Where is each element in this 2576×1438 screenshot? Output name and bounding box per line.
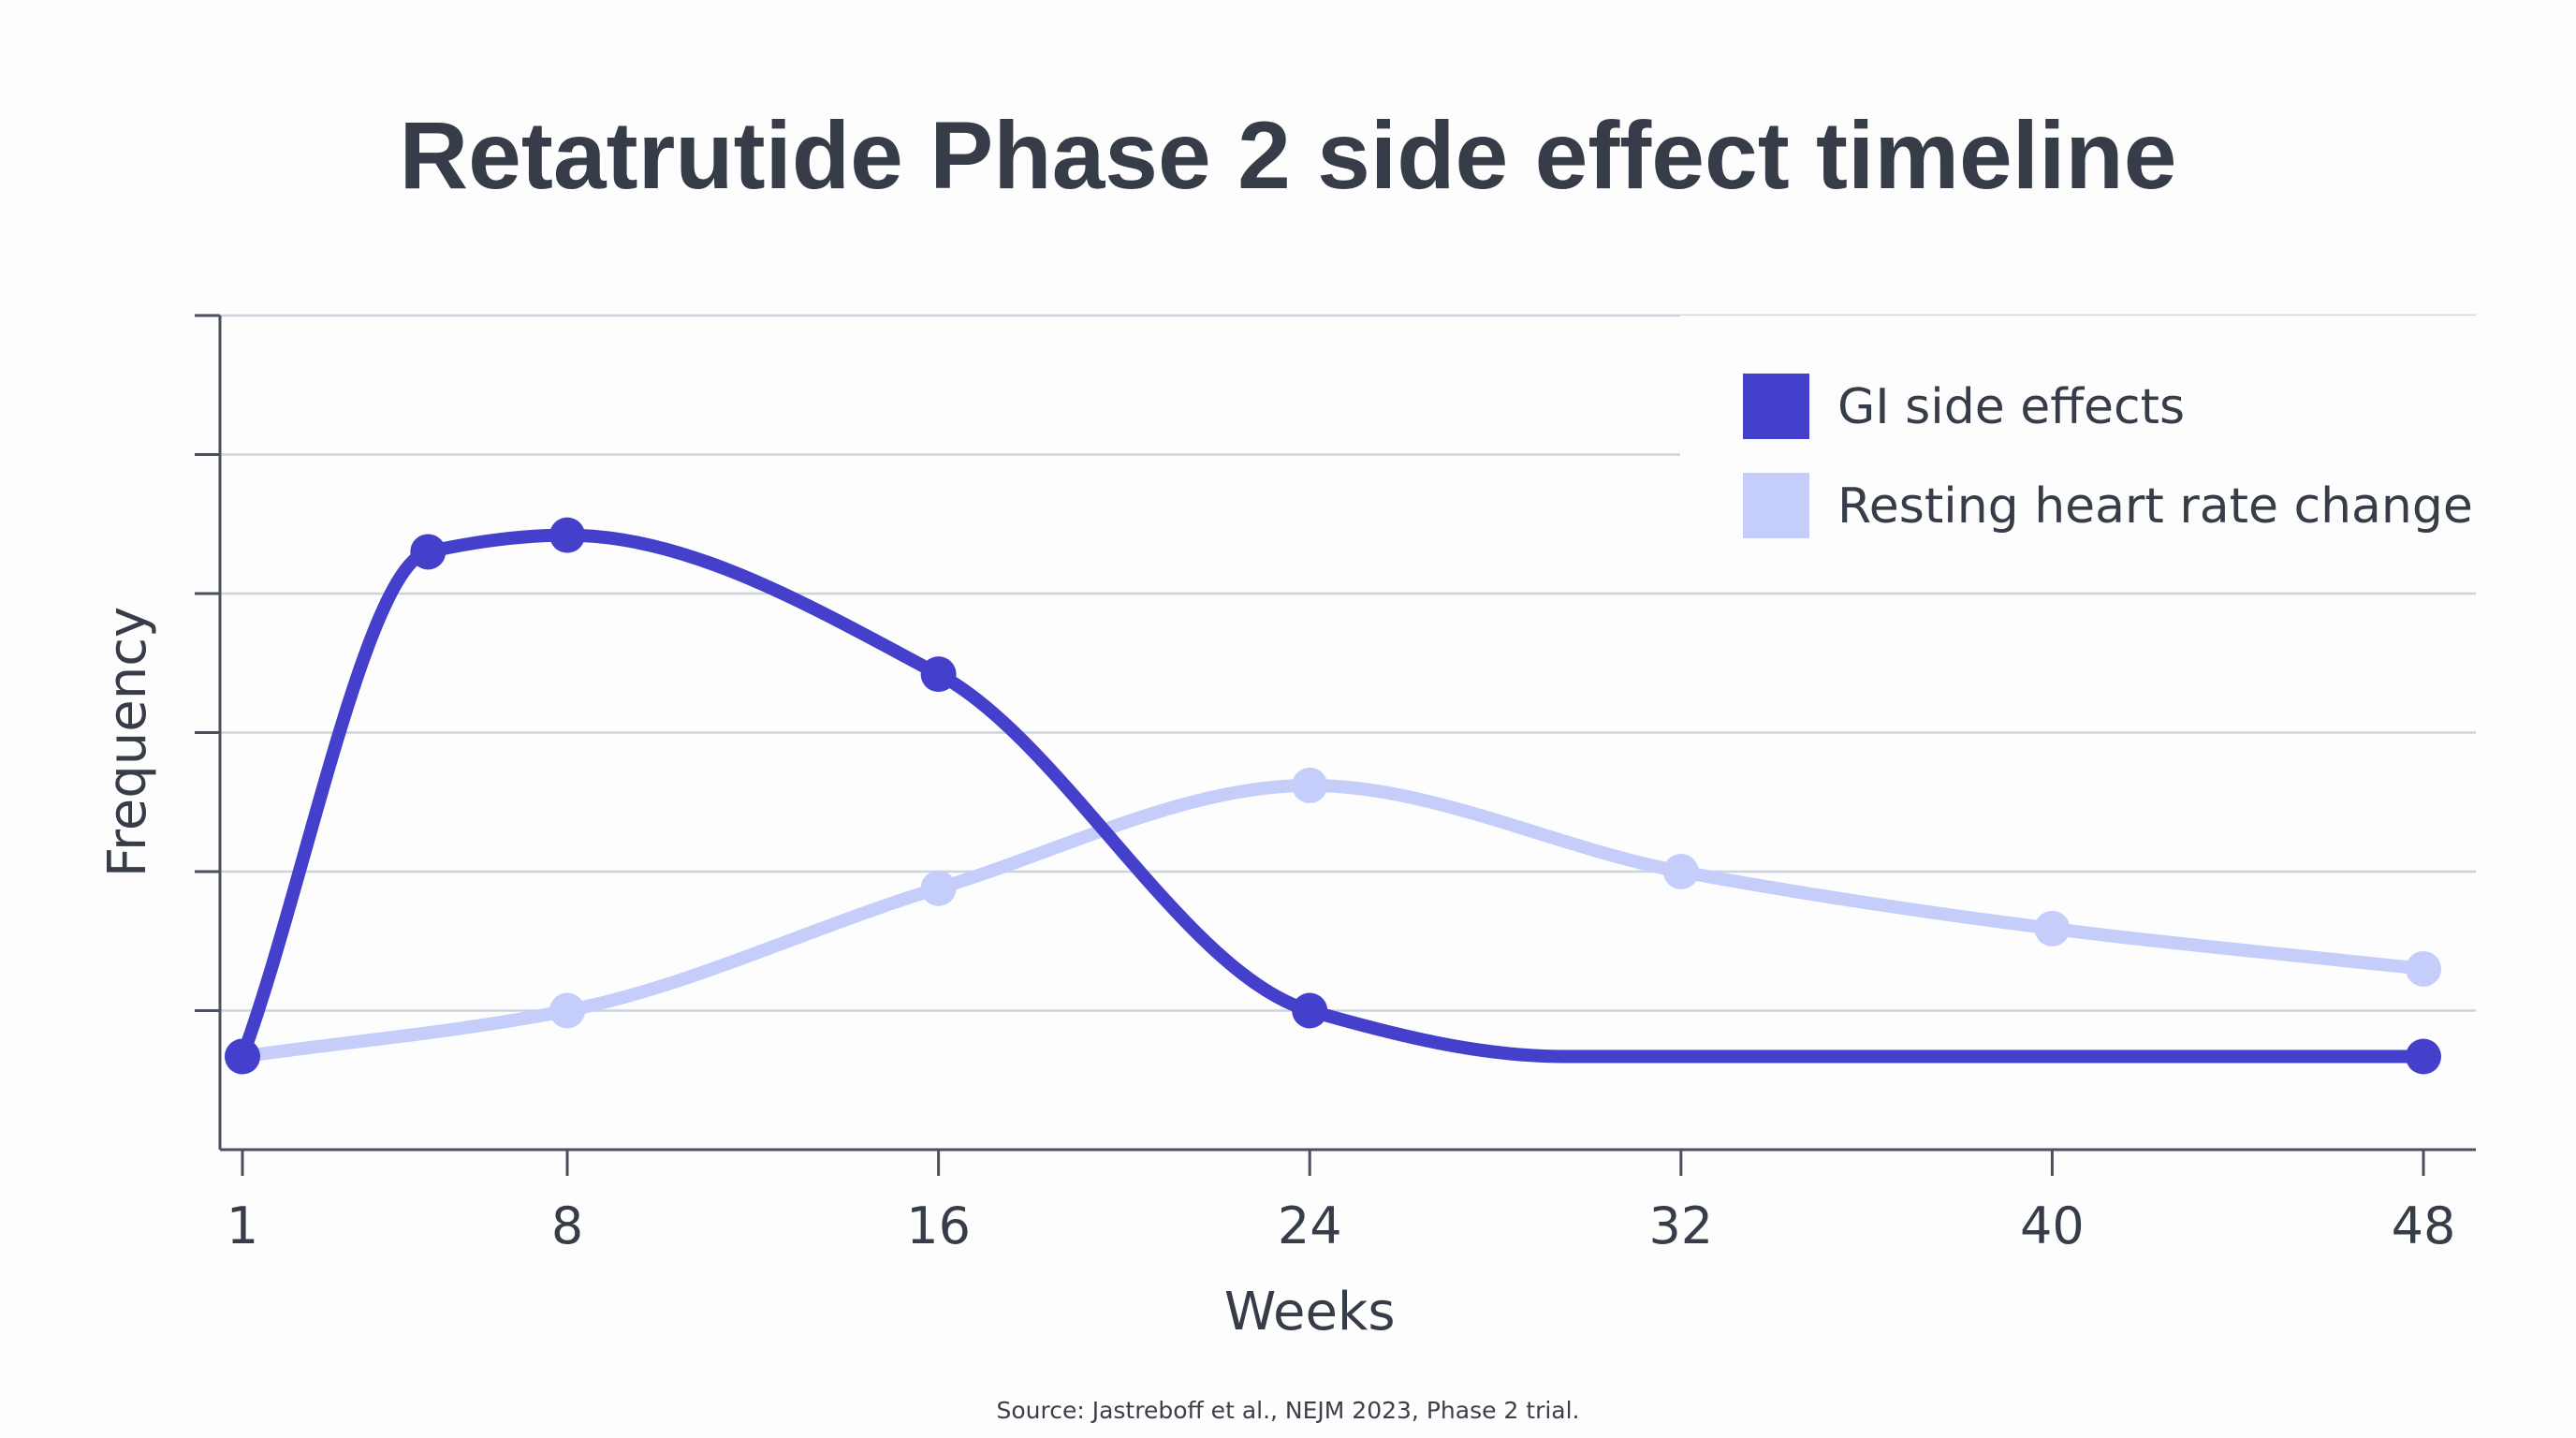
series-gi-side-effects <box>225 517 2441 1075</box>
axis-ticks: 1 8 16 24 32 40 48 <box>195 314 2456 1255</box>
x-tick-label: 40 <box>2020 1196 2085 1255</box>
data-point-resting-heart-rate-change <box>920 870 957 906</box>
y-axis-label: Frequency <box>97 607 158 877</box>
x-axis-label: Weeks <box>1224 1282 1396 1343</box>
x-tick-label: 8 <box>551 1196 583 1255</box>
legend-swatch <box>1743 473 1809 538</box>
x-tick-label: 16 <box>906 1196 971 1255</box>
x-tick-label: 32 <box>1648 1196 1713 1255</box>
data-point-resting-heart-rate-change <box>1662 854 1699 889</box>
legend-background <box>1680 315 2476 550</box>
legend: GI side effects Resting heart rate change <box>1680 315 2476 550</box>
data-point-gi-side-effects <box>410 534 446 570</box>
data-point-gi-side-effects <box>225 1038 260 1075</box>
data-point-gi-side-effects <box>2406 1038 2441 1075</box>
data-point-gi-side-effects <box>549 517 586 553</box>
legend-label: Resting heart rate change <box>1837 478 2473 535</box>
legend-item-gi-side-effects: GI side effects <box>1743 374 2185 439</box>
series-resting-heart-rate-change <box>225 767 2441 1075</box>
legend-item-resting-heart-rate-change: Resting heart rate change <box>1743 473 2473 538</box>
chart-title: Retatrutide Phase 2 side effect timeline <box>399 102 2177 209</box>
legend-swatch <box>1743 374 1809 439</box>
data-point-resting-heart-rate-change <box>549 992 586 1029</box>
data-point-gi-side-effects <box>920 656 957 693</box>
data-point-gi-side-effects <box>1292 992 1328 1029</box>
x-tick-label: 48 <box>2392 1196 2456 1255</box>
chart-source-note: Source: Jastreboff et al., NEJM 2023, Ph… <box>996 1397 1580 1424</box>
series-line-gi-side-effects <box>236 528 2430 1064</box>
x-tick-label: 24 <box>1278 1196 1342 1255</box>
data-point-resting-heart-rate-change <box>1292 767 1328 803</box>
legend-label: GI side effects <box>1837 379 2185 435</box>
data-point-resting-heart-rate-change <box>2034 910 2071 946</box>
x-tick-label: 1 <box>227 1196 258 1255</box>
series <box>225 517 2441 1075</box>
data-point-resting-heart-rate-change <box>2406 950 2441 987</box>
